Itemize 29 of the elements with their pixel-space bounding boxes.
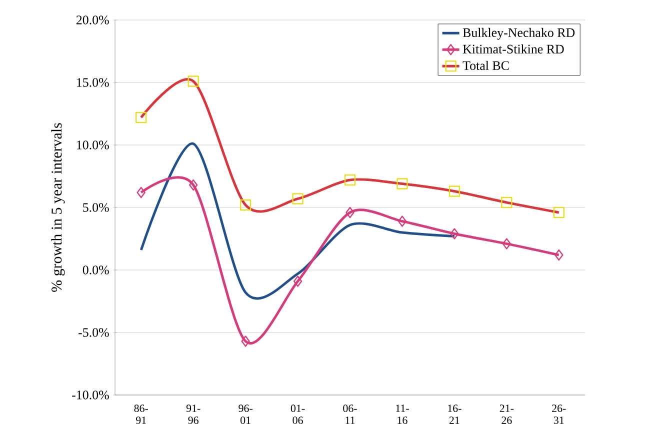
x-tick-label: 11-16 (396, 404, 409, 424)
x-tick-label: 26-31 (552, 404, 566, 424)
point (293, 276, 302, 287)
legend-label: Total BC (462, 60, 509, 70)
point (241, 336, 250, 347)
y-tick-label: 5.0% (83, 203, 109, 212)
x-tick-label: 96-01 (238, 404, 252, 424)
x-tick-label: 06-11 (343, 404, 357, 424)
point (346, 206, 354, 218)
y-tick-label: -5.0% (78, 328, 109, 337)
legend-label: Kitimat-Stikine RD (462, 44, 564, 54)
point (450, 228, 459, 240)
legend-label: Bulkley-Nechako RD (462, 28, 575, 40)
point (136, 186, 146, 198)
x-tick-label: 91-96 (186, 404, 200, 424)
point (398, 216, 407, 227)
point (502, 238, 511, 250)
y-tick-label: 10.0% (77, 140, 109, 150)
x-tick-label: 16-21 (448, 404, 462, 424)
point (189, 179, 198, 191)
y-tick-label: -10.0% (72, 390, 109, 400)
point (554, 249, 564, 261)
y-tick-label: 15.0% (77, 78, 109, 87)
y-axis-title: % growth in 5 year intervals (51, 123, 65, 292)
x-tick-label: 86-91 (134, 404, 148, 424)
y-tick-label: 20.0% (76, 16, 109, 24)
x-tick-label: 21-26 (500, 404, 514, 424)
x-tick-label: 01-06 (290, 404, 305, 424)
y-tick-label: 0.0% (82, 266, 109, 274)
